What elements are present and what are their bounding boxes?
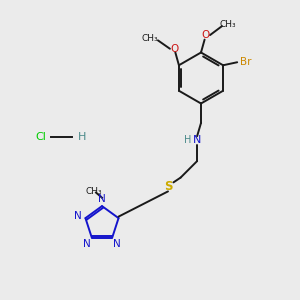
Text: O: O <box>170 44 178 54</box>
Text: N: N <box>98 194 106 204</box>
Text: CH₃: CH₃ <box>85 187 102 196</box>
Text: Br: Br <box>239 57 251 67</box>
Text: S: S <box>164 179 172 193</box>
Text: Cl: Cl <box>35 131 46 142</box>
Text: CH₃: CH₃ <box>142 34 158 43</box>
Text: H: H <box>184 135 192 146</box>
Text: N: N <box>83 238 91 249</box>
Text: N: N <box>74 211 82 221</box>
Text: O: O <box>201 30 210 40</box>
Text: N: N <box>193 135 201 146</box>
Text: CH₃: CH₃ <box>220 20 236 29</box>
Text: H: H <box>77 131 86 142</box>
Text: N: N <box>113 238 121 249</box>
